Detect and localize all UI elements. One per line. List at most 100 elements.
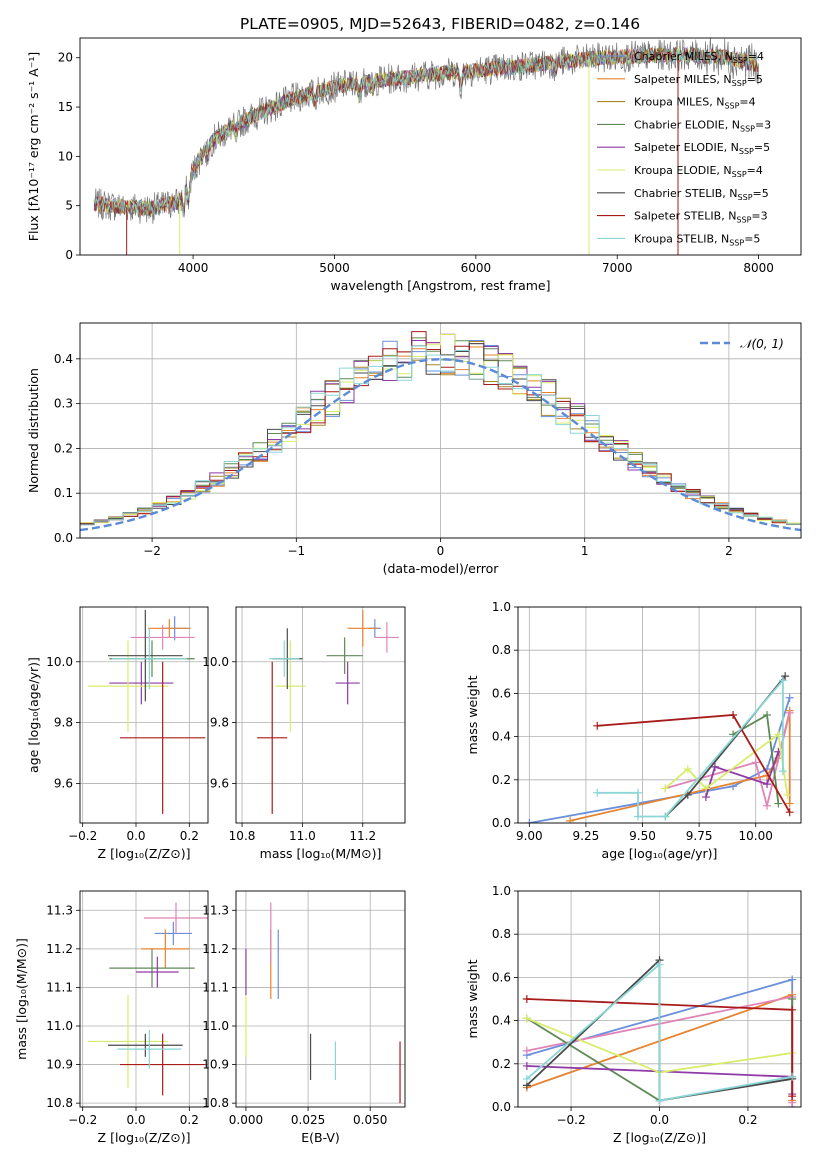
z-mass-ytick-label: 10.8 xyxy=(46,1096,73,1110)
age-weight-weight-marker xyxy=(785,708,794,717)
z-weight-weight-line xyxy=(526,962,793,1102)
age-weight-weight-marker xyxy=(633,788,642,797)
z-mass-plot-area xyxy=(88,902,208,1096)
z-weight-frame xyxy=(517,890,802,1108)
spectrum-xtick-label: 6000 xyxy=(461,261,492,275)
age-weight-weight-marker xyxy=(593,721,602,730)
spectrum-legend-entry: Chabrier ELODIE, NSSP=3 xyxy=(634,118,771,133)
spectrum-panel: 4000 5000 6000 7000 8000 0 5 10 15 20 wavelength [… xyxy=(26,37,802,293)
age-weight-plot-area xyxy=(525,672,794,823)
age-weight-ytick-label: 0.4 xyxy=(492,730,511,744)
mass-age-plot-area xyxy=(257,610,399,814)
z-weight-weight-marker xyxy=(522,995,531,1003)
spectrum-xtick-label: 8000 xyxy=(743,261,774,275)
z-age-grid xyxy=(80,607,208,823)
z-mass-xtick-label: 0.0 xyxy=(126,1113,145,1127)
z-weight-weight-marker xyxy=(788,1092,797,1101)
age-weight-weight-marker xyxy=(763,711,772,719)
residuals-panel: −2 −1 0 1 2 0.0 0.1 0.2 0.3 0.4 (data-model)/error… xyxy=(26,322,802,576)
age-weight-xtick-label: 9.75 xyxy=(686,829,713,843)
age-weight-grid xyxy=(518,606,801,824)
z-mass-ytick-label: 11.0 xyxy=(46,1019,73,1033)
age-weight-weight-marker xyxy=(781,672,790,681)
spectrum-frame xyxy=(79,37,802,256)
z-weight-weight-marker xyxy=(788,1072,797,1081)
age-weight-weight-marker xyxy=(763,801,772,810)
z-age-ylabel: age [log₁₀(age/yr)] xyxy=(26,657,41,773)
spectrum-legend-entry: Kroupa MILES, NSSP=4 xyxy=(634,96,756,111)
residuals-ytick-label: 0.1 xyxy=(54,486,73,500)
age-weight-weight-marker xyxy=(661,812,670,821)
z-age-ytick-label: 9.8 xyxy=(54,716,73,730)
residuals-xtick-label: −1 xyxy=(287,544,305,558)
age-weight-xtick-label: 9.00 xyxy=(516,829,543,843)
age-weight-xlabel: age [log₁₀(age/yr)] xyxy=(602,846,718,861)
residuals-ytick-label: 0.4 xyxy=(54,352,73,366)
mass-age-xtick-label: 10.8 xyxy=(229,829,256,843)
z-age-xtick-label: 0.0 xyxy=(126,829,145,843)
z-weight-weight-marker xyxy=(522,1046,531,1055)
age-weight-xtick-label: 9.50 xyxy=(629,829,656,843)
mass-age-ytick-label: 9.8 xyxy=(210,716,229,730)
spectrum-xtick-label: 4000 xyxy=(178,261,209,275)
age-weight-weight-marker xyxy=(774,799,783,808)
ebv-mass-xtick-label: 0.050 xyxy=(353,1113,387,1127)
age-weight-ytick-label: 0.6 xyxy=(492,686,511,700)
age-weight-ytick-label: 1.0 xyxy=(492,600,511,614)
z-age-frame xyxy=(79,606,209,824)
age-weight-weight-marker xyxy=(683,765,692,773)
age-weight-weight-marker xyxy=(785,808,794,817)
z-weight-xlabel: Z [log₁₀(Z/Z⊙)] xyxy=(613,1130,706,1145)
z-weight-ytick-label: 1.0 xyxy=(492,884,511,898)
z-mass-grid xyxy=(80,891,208,1107)
z-weight-weight-marker xyxy=(788,1005,797,1014)
age-weight-weight-marker xyxy=(701,784,710,793)
z-weight-weight-marker xyxy=(655,960,664,969)
residuals-xtick-label: 2 xyxy=(725,544,733,558)
z-mass-xtick-label: −0.2 xyxy=(68,1113,97,1127)
z-mass-ytick-label: 11.1 xyxy=(46,980,73,994)
age-weight-weight-marker xyxy=(701,793,710,802)
z-weight-ylabel: mass weight xyxy=(465,959,480,1038)
age-weight-weight-marker xyxy=(633,812,642,821)
residuals-xtick-label: −2 xyxy=(143,544,161,558)
z-age-xtick-label: 0.2 xyxy=(180,829,199,843)
ebv-mass-grid xyxy=(236,891,405,1107)
z-weight-weight-marker xyxy=(522,1074,531,1083)
z-mass-xlabel: Z [log₁₀(Z/Z⊙)] xyxy=(98,1130,191,1145)
ebv-mass-ytick-label: 11.1 xyxy=(202,980,229,994)
z-mass-ylabel: mass [log₁₀(M/M⊙)] xyxy=(14,938,29,1060)
age-weight-weight-marker xyxy=(785,799,794,808)
ebv-mass-panel: 0.000 0.025 0.050 10.8 10.9 11.0 11.1 11.2 11.3 E… xyxy=(202,890,406,1145)
ebv-mass-ytick-label: 11.2 xyxy=(202,942,229,956)
age-weight-weight-line xyxy=(597,677,784,818)
z-mass-panel: −0.2 0.0 0.2 10.8 10.9 11.0 11.1 11.2 11.3 Z [log… xyxy=(14,890,209,1145)
spectrum-legend-entry: Chabrier STELIB, NSSP=5 xyxy=(634,187,769,202)
z-mass-frame xyxy=(79,890,209,1108)
residuals-xtick-label: 1 xyxy=(581,544,589,558)
z-weight-ytick-label: 0.0 xyxy=(492,1100,511,1114)
age-weight-weight-line xyxy=(664,712,791,806)
ebv-mass-xlabel: E(B-V) xyxy=(301,1130,340,1145)
spectrum-xlabel: wavelength [Angstrom, rest frame] xyxy=(330,278,550,293)
mass-age-xlabel: mass [log₁₀(M/M⊙)] xyxy=(260,846,382,861)
spectrum-legend-entry: Salpeter STELIB, NSSP=3 xyxy=(634,210,768,225)
z-age-ytick-label: 10.0 xyxy=(46,655,73,669)
z-mass-ytick-label: 11.3 xyxy=(46,903,73,917)
z-weight-ytick-label: 0.4 xyxy=(492,1014,511,1028)
spectrum-xtick-label: 7000 xyxy=(602,261,633,275)
mass-age-grid xyxy=(236,607,405,823)
gaussian-legend-label: 𝒩(0, 1) xyxy=(740,337,784,351)
age-weight-xtick-label: 10.00 xyxy=(739,829,773,843)
spectrum-model-line xyxy=(94,47,759,218)
z-weight-weight-marker xyxy=(788,995,797,1003)
z-weight-ytick-label: 0.6 xyxy=(492,970,511,984)
gaussian-curve xyxy=(80,358,801,532)
ebv-mass-ytick-label: 11.0 xyxy=(202,1019,229,1033)
residuals-xtick-label: 0 xyxy=(437,544,445,558)
age-weight-weight-marker xyxy=(785,693,794,702)
age-weight-weight-marker xyxy=(783,790,792,799)
residuals-plot-area xyxy=(80,331,801,532)
mass-age-ytick-label: 10.0 xyxy=(202,655,229,669)
